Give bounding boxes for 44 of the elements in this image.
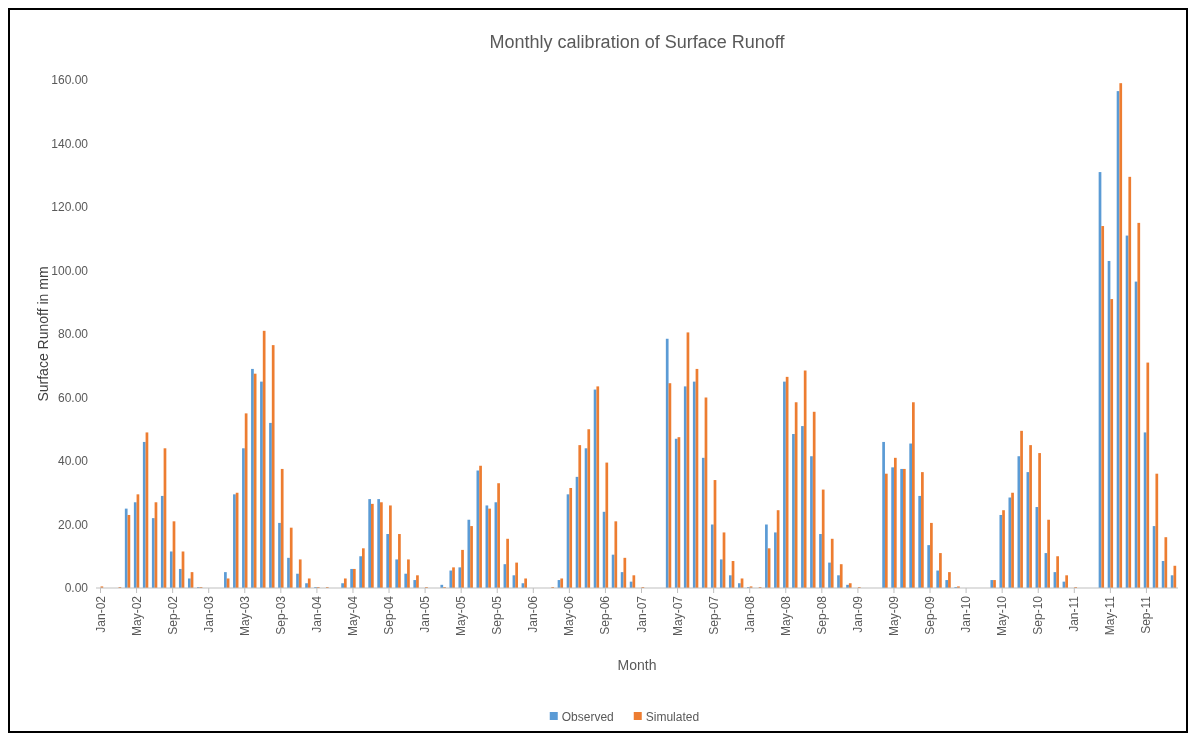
y-tick-label: 160.00 bbox=[51, 73, 89, 87]
x-tick-label: Jan-09 bbox=[850, 595, 865, 633]
y-tick-label: 60.00 bbox=[57, 390, 89, 405]
x-tick-label: Jan-07 bbox=[634, 595, 649, 633]
y-tick-label: 20.00 bbox=[57, 517, 89, 532]
x-tick-label: Jan-04 bbox=[309, 595, 324, 633]
legend-label: Simulated bbox=[645, 710, 700, 724]
x-tick-label: May-10 bbox=[995, 595, 1010, 637]
x-tick-label: Sep-10 bbox=[1031, 595, 1046, 635]
y-tick-label: 40.00 bbox=[57, 454, 89, 468]
x-tick-label: May-02 bbox=[129, 595, 144, 637]
x-tick-label: May-05 bbox=[454, 595, 469, 637]
x-tick-label: Sep-09 bbox=[923, 595, 938, 635]
y-tick-label: 80.00 bbox=[57, 327, 89, 341]
x-axis-title: Month bbox=[617, 657, 657, 673]
x-tick-label: May-08 bbox=[778, 595, 793, 637]
x-tick-label: Jan-02 bbox=[93, 595, 108, 633]
x-tick-label: Sep-04 bbox=[382, 595, 397, 635]
x-tick-label: May-06 bbox=[562, 595, 577, 637]
x-tick-label: May-11 bbox=[1103, 595, 1118, 636]
x-tick-label: Sep-07 bbox=[706, 595, 721, 635]
x-tick-label: Sep-11 bbox=[1139, 595, 1154, 634]
y-tick-label: 0.00 bbox=[64, 581, 89, 595]
chart-title: Monthly calibration of Surface Runoff bbox=[489, 32, 786, 52]
x-tick-label: Jan-06 bbox=[526, 595, 541, 633]
y-axis-title: Surface Runoff in mm bbox=[35, 266, 51, 402]
x-tick-label: May-09 bbox=[886, 595, 901, 637]
x-tick-label: Jan-10 bbox=[959, 595, 974, 633]
x-tick-label: Jan-05 bbox=[418, 595, 433, 633]
x-tick-label: Sep-02 bbox=[165, 595, 180, 635]
x-tick-label: Sep-06 bbox=[598, 595, 613, 635]
x-tick-label: Jan-08 bbox=[742, 595, 757, 633]
x-tick-label: Sep-05 bbox=[490, 595, 505, 635]
x-tick-label: May-03 bbox=[237, 595, 252, 637]
x-tick-label: Jan-11 bbox=[1067, 595, 1082, 632]
x-tick-label: Sep-03 bbox=[273, 595, 288, 635]
x-tick-label: Jan-03 bbox=[201, 595, 216, 633]
x-tick-label: May-04 bbox=[345, 595, 360, 637]
x-tick-label: Sep-08 bbox=[814, 595, 829, 635]
y-tick-label: 120.00 bbox=[51, 200, 89, 214]
legend-label: Observed bbox=[561, 710, 614, 724]
y-tick-label: 100.00 bbox=[51, 263, 89, 278]
y-tick-label: 140.00 bbox=[51, 136, 89, 151]
x-tick-label: May-07 bbox=[670, 595, 685, 637]
